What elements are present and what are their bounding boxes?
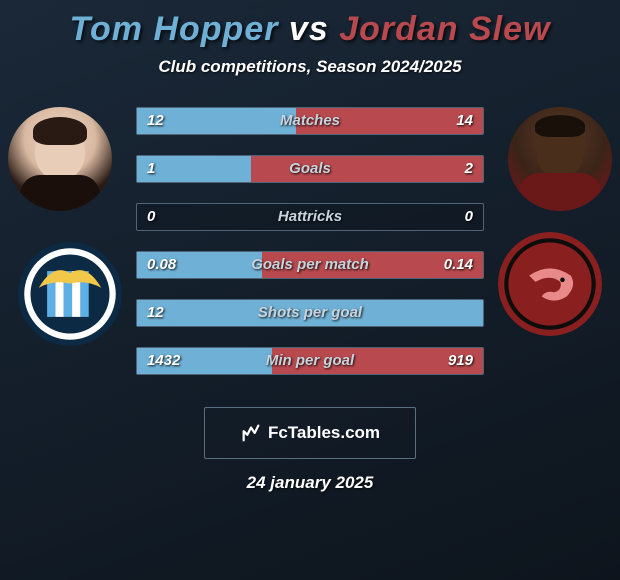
player2-name: Jordan Slew: [339, 10, 550, 48]
stat-row: Shots per goal12: [136, 299, 484, 327]
subtitle: Club competitions, Season 2024/2025: [0, 57, 620, 77]
stat-row: Goals12: [136, 155, 484, 183]
stat-row: Min per goal1432919: [136, 347, 484, 375]
stat-label: Hattricks: [137, 204, 483, 230]
date-text: 24 january 2025: [0, 473, 620, 493]
club1-logo: [18, 242, 122, 346]
bar-fill-left: [137, 300, 483, 326]
brand-text: FcTables.com: [268, 423, 380, 443]
bar-fill-left: [137, 156, 251, 182]
player1-avatar: [8, 107, 112, 211]
player1-name: Tom Hopper: [70, 10, 279, 48]
comparison-card: Tom Hopper vs Jordan Slew Club competiti…: [0, 10, 620, 580]
brand-icon: [240, 422, 262, 444]
bar-fill-right: [296, 108, 483, 134]
stat-value-right: 0: [455, 204, 483, 230]
bar-fill-right: [262, 252, 483, 278]
stat-row: Hattricks0 0: [136, 203, 484, 231]
bar-fill-right: [251, 156, 483, 182]
bar-fill-left: [137, 348, 272, 374]
bar-fill-left: [137, 252, 262, 278]
brand-box: FcTables.com: [204, 407, 416, 459]
player2-avatar: [508, 107, 612, 211]
club2-logo: [498, 232, 602, 336]
page-title: Tom Hopper vs Jordan Slew: [0, 10, 620, 49]
stat-bars: Matches1214 Goals12 Hattricks0 0 Goals per m…: [136, 107, 484, 395]
vs-text: vs: [289, 10, 329, 48]
club1-logo-svg: [18, 242, 122, 346]
content-area: Matches1214 Goals12 Hattricks0 0 Goals per m…: [0, 107, 620, 387]
stat-row: Goals per match0.080.14: [136, 251, 484, 279]
bar-fill-right: [272, 348, 483, 374]
stat-row: Matches1214: [136, 107, 484, 135]
club2-logo-svg: [498, 232, 602, 336]
stat-value-left: 0: [137, 204, 165, 230]
bar-fill-left: [137, 108, 296, 134]
